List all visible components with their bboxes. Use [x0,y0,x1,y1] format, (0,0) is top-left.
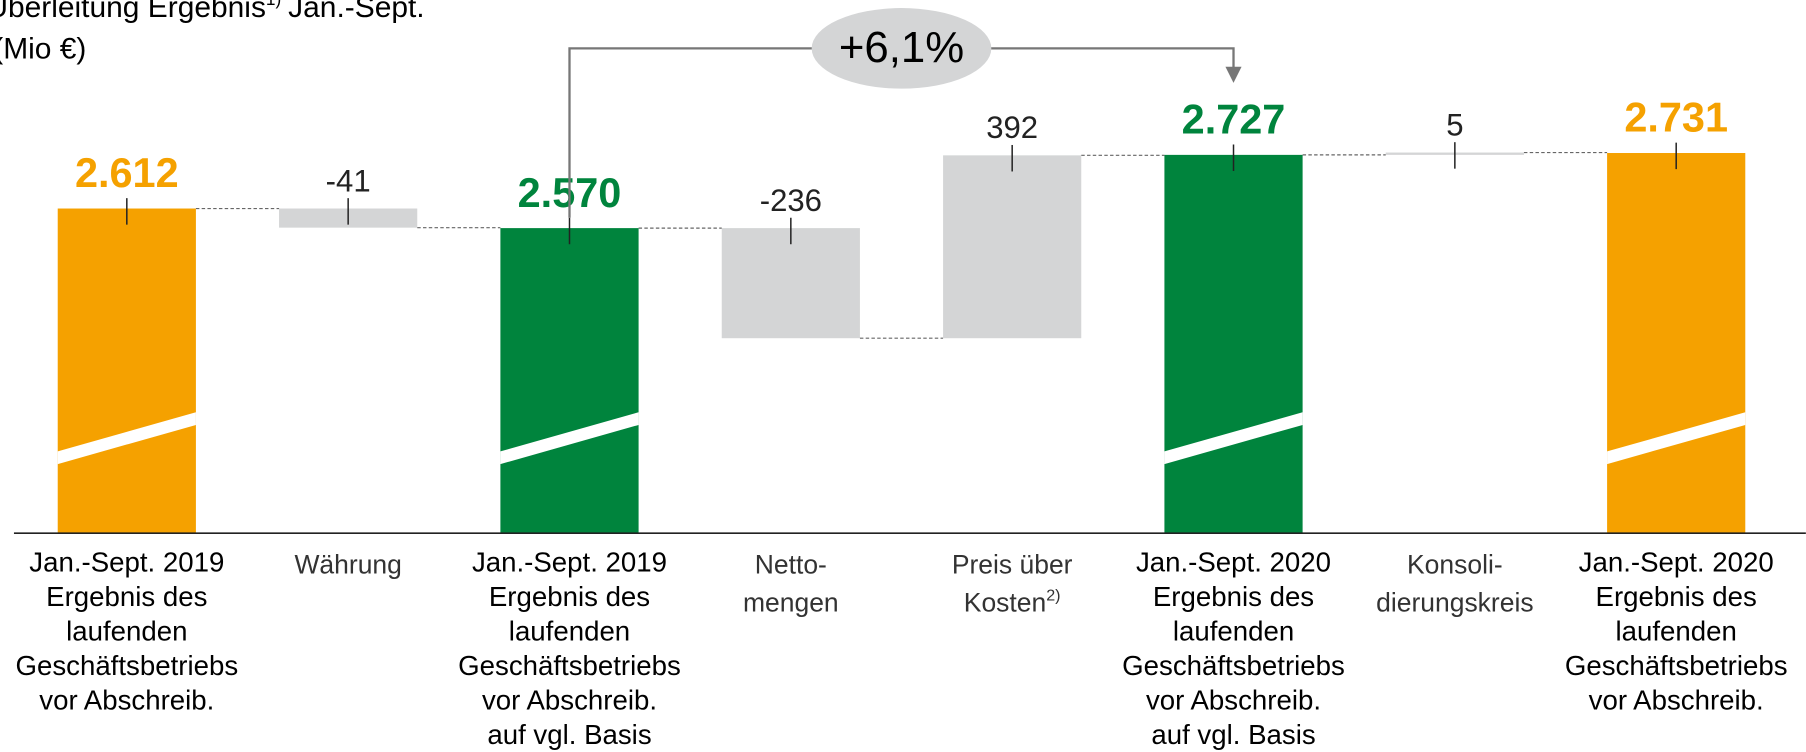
data-label: 2.612 [75,149,179,196]
bar [943,155,1082,339]
x-tick-label-text: Netto- [755,550,827,580]
title-suffix: Jan.-Sept. [288,0,424,24]
x-tick-label-text: laufenden [66,616,187,647]
x-tick-label-text: vor Abschreib. [39,685,214,716]
x-tick-label: laufenden [1616,616,1737,647]
bar [57,208,196,534]
x-tick-label: laufenden [509,616,630,647]
x-tick-label-text: Preis über [952,550,1073,580]
x-tick-label: Jan.-Sept. 2020 [1579,547,1774,578]
x-tick-label: vor Abschreib. [39,685,214,716]
x-tick-label: Netto- [755,550,827,580]
x-tick-label-text: Kosten [964,588,1046,618]
x-tick-label-text: Geschäftsbetriebs [1565,650,1788,681]
x-tick-label-text: Konsoli- [1407,550,1503,580]
x-tick-label: Konsoli- [1407,550,1503,580]
x-tick-label-text: laufenden [1616,616,1737,647]
data-label: 392 [986,110,1038,145]
x-tick-label-text: dierungskreis [1376,588,1533,618]
x-tick-label: Geschäftsbetriebs [15,650,238,681]
x-tick-label: mengen [743,588,839,618]
x-tick-label-text: Ergebnis des [1153,581,1314,612]
data-label: -41 [326,163,371,198]
x-tick-label-text: Jan.-Sept. 2019 [29,547,224,578]
annotation-text: +6,1% [839,23,964,72]
x-tick-label-text: Jan.-Sept. 2020 [1579,547,1774,578]
x-tick-label: Ergebnis des [46,581,207,612]
x-tick-label: dierungskreis [1376,588,1533,618]
axis-break [1607,412,1746,465]
x-tick-label-text: Währung [294,550,401,580]
x-tick-label-text: vor Abschreib. [1146,685,1321,716]
bar [721,228,860,339]
axis-break [1164,412,1303,465]
x-tick-label-text: laufenden [509,616,630,647]
x-tick-label-text: Geschäftsbetriebs [15,650,238,681]
x-tick-label: auf vgl. Basis [1151,719,1315,750]
x-tick-label-text: laufenden [1173,616,1294,647]
x-tick-label: Kosten2) [964,587,1061,618]
x-tick-label: Jan.-Sept. 2019 [472,547,667,578]
x-tick-label-text: auf vgl. Basis [1151,719,1315,750]
chart-title: Überleitung Ergebnis1) Jan.-Sept. [0,0,425,24]
x-tick-label: Ergebnis des [1596,581,1757,612]
data-label: 2.731 [1624,94,1728,141]
x-tick-label-text: Geschäftsbetriebs [1122,650,1345,681]
annotation-bubble [811,8,992,89]
x-tick-label-text: Geschäftsbetriebs [458,650,681,681]
title-text: Überleitung Ergebnis [0,0,266,24]
x-tick-label: auf vgl. Basis [487,719,651,750]
x-tick-label-text: vor Abschreib. [1589,685,1764,716]
x-tick-label-text: mengen [743,588,839,618]
x-tick-label: vor Abschreib. [1146,685,1321,716]
x-tick-label: Ergebnis des [489,581,650,612]
annotation-arrowhead [1225,66,1242,83]
x-tick-label: vor Abschreib. [482,685,657,716]
x-tick-label-text: Jan.-Sept. 2020 [1136,547,1331,578]
x-tick-label-text: Ergebnis des [46,581,207,612]
title-note: 1) [266,0,281,9]
data-label: -236 [760,183,822,218]
x-tick-label-text: Jan.-Sept. 2019 [472,547,667,578]
x-tick-label-text: vor Abschreib. [482,685,657,716]
x-tick-label: Ergebnis des [1153,581,1314,612]
x-tick-label: Geschäftsbetriebs [1122,650,1345,681]
axis-break [500,412,639,465]
bar [1164,154,1303,534]
x-tick-label-text: Ergebnis des [489,581,650,612]
x-tick-label: laufenden [1173,616,1294,647]
x-tick-label: Währung [294,550,401,580]
x-tick-label-text: auf vgl. Basis [487,719,651,750]
data-label: 5 [1446,107,1463,142]
x-tick-label: Geschäftsbetriebs [458,650,681,681]
data-label: 2.727 [1182,96,1286,143]
x-tick-label: laufenden [66,616,187,647]
x-tick-label-note: 2) [1046,587,1060,605]
x-tick-label-text: Ergebnis des [1596,581,1757,612]
x-tick-label: Preis über [952,550,1073,580]
bar [1607,153,1746,534]
bar [500,228,639,534]
x-tick-label: Jan.-Sept. 2020 [1136,547,1331,578]
chart-subtitle: (Mio €) [0,33,86,66]
x-tick-label: Jan.-Sept. 2019 [29,547,224,578]
x-tick-label: Geschäftsbetriebs [1565,650,1788,681]
axis-break [57,412,196,465]
x-tick-label: vor Abschreib. [1589,685,1764,716]
